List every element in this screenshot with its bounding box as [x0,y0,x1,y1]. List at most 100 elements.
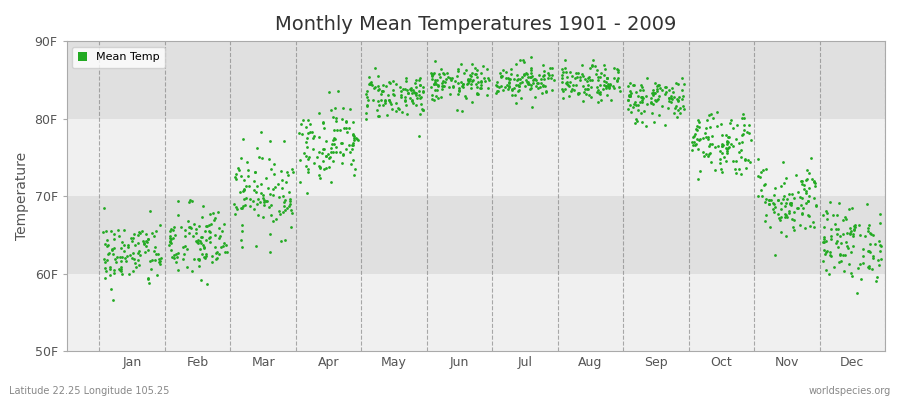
Point [599,75,614,82]
Point [378,97,392,103]
Point [773,229,788,235]
Point [795,195,809,201]
Point [539,88,554,95]
Point [266,170,281,177]
Point [183,197,197,203]
Point [213,244,228,250]
Point [634,94,649,101]
Point [284,224,299,230]
Point [182,229,196,236]
Point [572,91,586,98]
Point [646,118,661,125]
Point [489,82,503,88]
Point [464,76,478,82]
Point [649,98,663,105]
Point [791,205,806,212]
Point [153,257,167,264]
Point [850,290,864,296]
Point [263,138,277,144]
Point [389,108,403,114]
Point [671,98,686,105]
Point [716,142,730,149]
Point [696,135,710,141]
Point [305,129,320,135]
Point [515,78,529,85]
Point [314,150,328,156]
Point [404,90,419,96]
Point [590,84,604,90]
Point [200,280,214,287]
Point [736,111,751,118]
Point [468,65,482,71]
Point [692,136,706,143]
Point [816,234,831,241]
Point [326,136,340,143]
Point [441,73,455,80]
Point [719,158,733,164]
Point [178,227,193,234]
Point [634,84,649,90]
Point [137,240,151,246]
Point [720,137,734,144]
Point [640,101,654,107]
Point [312,164,327,170]
Point [275,193,290,200]
Point [685,139,699,145]
Point [394,109,409,115]
Point [646,86,661,93]
Point [872,262,886,268]
Point [718,131,733,138]
Point [197,254,211,261]
Point [800,166,814,173]
Point [162,242,176,248]
Point [644,100,658,106]
Point [782,208,796,214]
Bar [67,196,885,274]
Point [398,86,412,92]
Point [861,248,876,254]
Point [787,195,801,202]
Point [511,82,526,88]
Point [194,240,208,246]
Point [200,223,214,229]
Point [180,264,194,270]
Point [724,117,739,124]
Point [785,190,799,197]
Point [522,81,536,87]
Point [499,84,513,90]
Point [164,240,178,246]
Point [840,243,854,250]
Point [848,222,862,228]
Point [767,192,781,199]
Point [321,164,336,170]
Point [465,70,480,77]
Point [459,95,473,102]
Point [263,248,277,255]
Point [828,220,842,227]
Point [513,76,527,82]
Point [166,254,181,261]
Point [582,65,597,71]
Point [470,91,484,98]
Point [399,78,413,84]
Point [425,72,439,79]
Point [302,129,317,136]
Point [305,146,320,152]
Point [470,74,484,80]
Point [166,224,181,230]
Text: worldspecies.org: worldspecies.org [809,386,891,396]
Point [716,150,730,156]
Point [659,84,673,91]
Point [512,83,526,89]
Point [781,209,796,216]
Point [562,68,577,75]
Point [874,243,888,250]
Point [216,242,230,249]
Point [634,94,648,100]
Point [319,138,333,144]
Point [652,84,667,91]
Point [777,180,791,186]
Point [777,193,791,200]
Point [126,230,140,237]
Point [761,201,776,208]
